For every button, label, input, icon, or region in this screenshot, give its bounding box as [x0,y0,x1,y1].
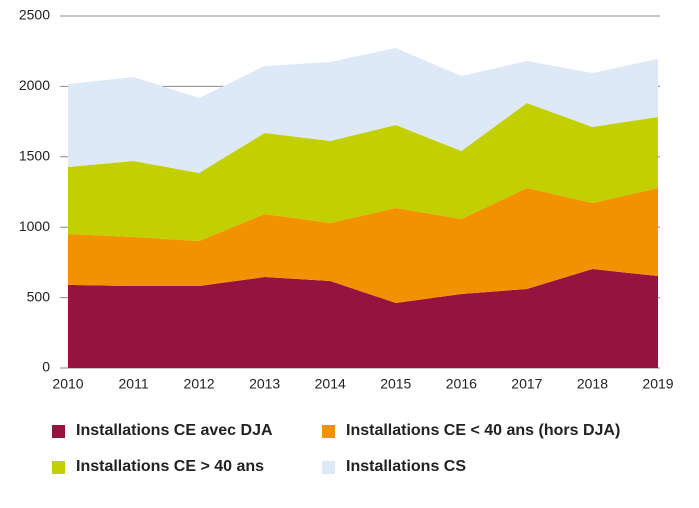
y-tick-label: 2500 [19,7,50,23]
legend-label: Installations CS [346,458,466,475]
legend-label: Installations CE < 40 ans (hors DJA) [346,422,620,439]
x-tick-label: 2018 [577,376,608,392]
x-tick-label: 2013 [249,376,280,392]
area [68,188,658,303]
legend-swatch [322,425,335,438]
x-tick-label: 2014 [315,376,346,392]
y-tick-label: 1000 [19,218,50,234]
legend-label: Installations CE > 40 ans [76,458,264,475]
y-tick-label: 500 [27,288,51,304]
y-tick-label: 0 [42,359,50,375]
x-tick-label: 2012 [184,376,215,392]
area [68,103,658,241]
area [68,269,658,368]
legend-swatch [52,425,65,438]
area [68,47,658,173]
y-tick-label: 1500 [19,148,50,164]
x-tick-label: 2010 [52,376,83,392]
x-tick-label: 2016 [446,376,477,392]
y-tick-label: 2000 [19,77,50,93]
legend-label: Installations CE avec DJA [76,422,273,439]
x-tick-label: 2017 [511,376,542,392]
legend-swatch [52,461,65,474]
legend-swatch [322,461,335,474]
x-tick-label: 2011 [119,376,149,392]
x-tick-label: 2019 [642,376,673,392]
x-tick-label: 2015 [380,376,411,392]
